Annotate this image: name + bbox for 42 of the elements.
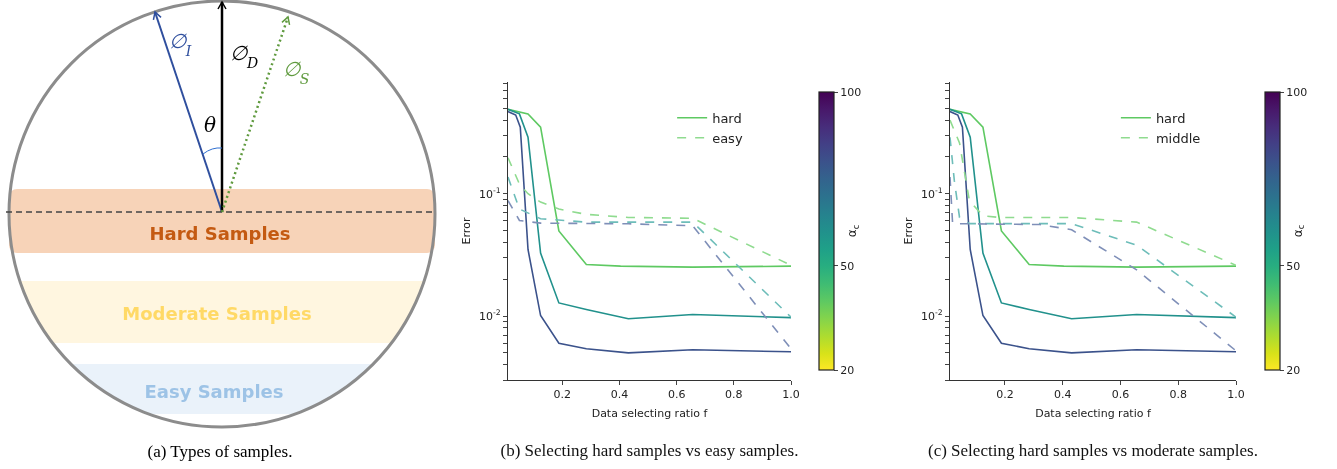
- x-tick-label: 0.2: [996, 388, 1014, 402]
- x-tick-label: 0.4: [1053, 388, 1072, 402]
- text: (b) Selecting hard samples vs easy samples.: [500, 441, 799, 461]
- text: (c) Selecting hard samples vs moderate samples.: [928, 441, 1258, 461]
- x-tick-label: 0.4: [610, 388, 629, 402]
- text: θ: [203, 113, 217, 137]
- legend-label: easy: [712, 130, 743, 146]
- legend-label: middle: [1155, 130, 1201, 146]
- x-axis-title: Data selecting ratio f: [1035, 406, 1152, 420]
- y-tick-label: 10$^{-1}$: [920, 185, 943, 201]
- x-tick-label: 1.0: [782, 388, 800, 402]
- y-tick-label: 10$^{-1}$: [478, 185, 501, 201]
- color-bar-label: 20: [840, 363, 855, 377]
- x-tick-label: 1.0: [1227, 388, 1245, 402]
- x-tick-label: 0.8: [725, 388, 743, 402]
- text: ∅$_{I}$: [168, 29, 192, 59]
- text: ∅$_{D}$: [229, 41, 259, 71]
- line-series: [950, 176, 1236, 352]
- x-axis-title: Data selecting ratio f: [591, 406, 709, 420]
- color-bar-label: 50: [840, 259, 855, 273]
- y-axis-title: Error: [459, 217, 473, 245]
- x-tick-label: 0.2: [553, 388, 572, 402]
- legend-label: hard: [1155, 110, 1186, 126]
- y-axis-title: Error: [901, 217, 915, 245]
- line-series: [508, 108, 791, 268]
- line-series: [508, 199, 791, 350]
- color-bar-label: 20: [1286, 363, 1301, 377]
- y-tick-label: 10$^{-2}$: [478, 308, 501, 323]
- y-tick-label: 10$^{-2}$: [920, 308, 943, 323]
- color-bar-label: 100: [1286, 85, 1308, 99]
- x-tick-label: 0.6: [1111, 388, 1130, 402]
- text: Moderate Samples: [122, 303, 312, 324]
- text: (a) Types of samples.: [147, 442, 293, 461]
- text: Hard Samples: [149, 223, 291, 244]
- line-series: [508, 176, 791, 318]
- text: Easy Samples: [144, 381, 284, 402]
- color-bar-label: 100: [840, 85, 862, 99]
- x-tick-label: 0.8: [1169, 388, 1187, 402]
- text: ∅$_{S}$: [282, 57, 310, 87]
- x-tick-label: 0.6: [667, 388, 686, 402]
- color-bar-label: 50: [1286, 259, 1301, 273]
- legend-label: hard: [712, 110, 742, 126]
